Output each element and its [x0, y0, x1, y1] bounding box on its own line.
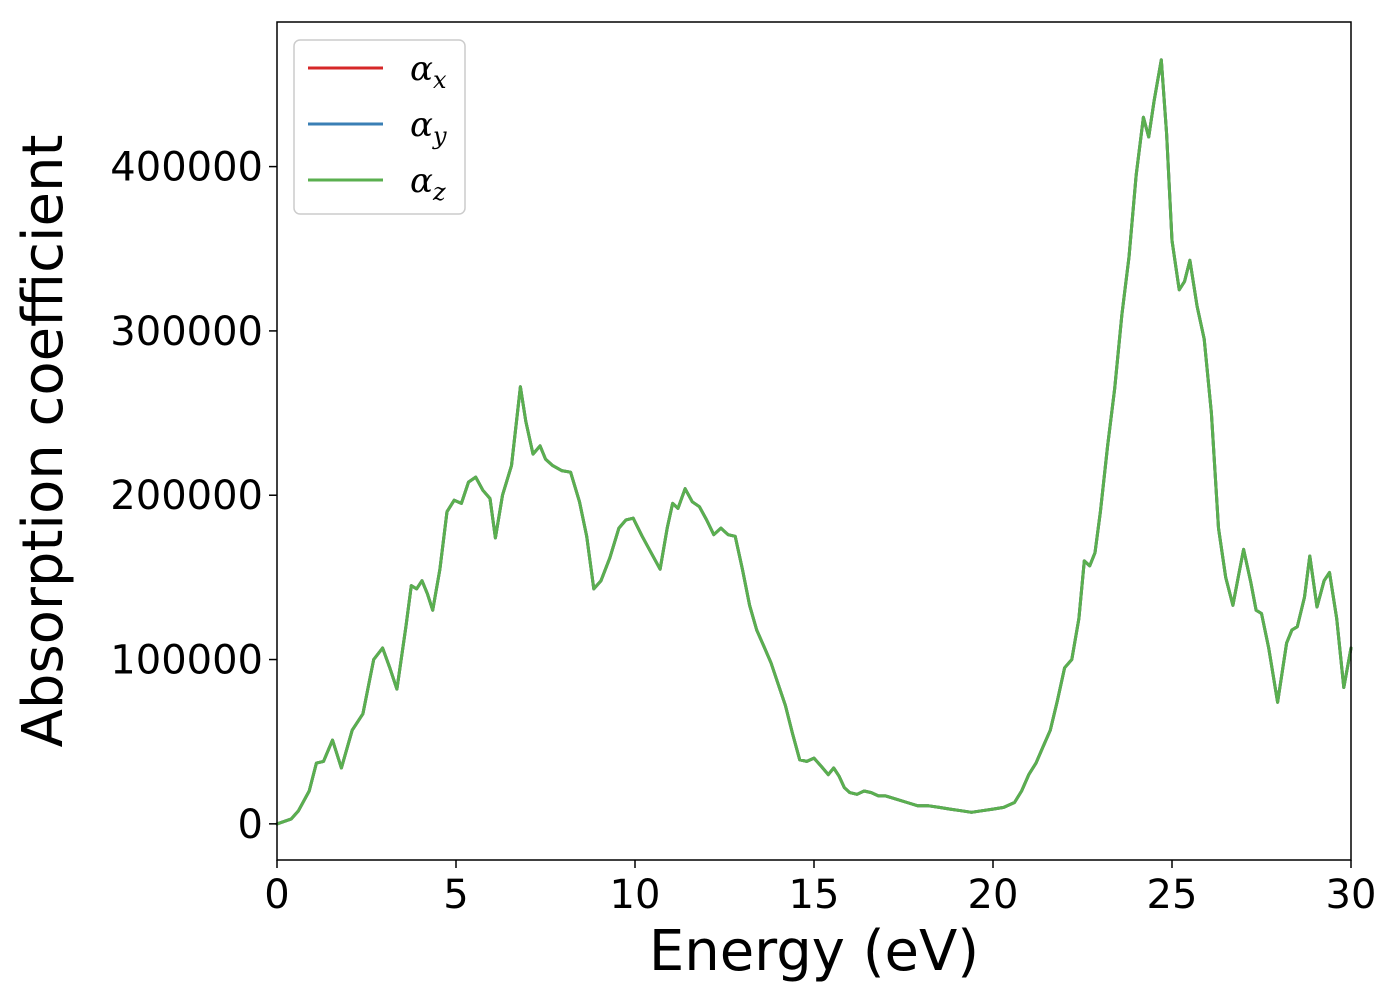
y-axis: 0 100000 200000 300000 400000 [110, 145, 277, 848]
series-line-z [275, 58, 1353, 826]
y-tick-label: 400000 [110, 145, 263, 191]
x-tick-label: 0 [264, 872, 289, 918]
x-axis: 0 5 10 15 20 25 30 [264, 860, 1376, 918]
y-axis-label: Absorption coefficient [11, 135, 76, 748]
x-tick-label: 15 [789, 872, 840, 918]
legend-entry-y: αy [410, 105, 447, 150]
plot-lines [275, 58, 1353, 826]
y-tick-label: 0 [238, 802, 263, 848]
x-tick-label: 5 [443, 872, 468, 918]
legend-entry-z: αz [410, 161, 446, 206]
x-tick-label: 20 [968, 872, 1019, 918]
legend-box [293, 39, 466, 215]
x-tick-label: 10 [610, 872, 661, 918]
y-tick-label: 200000 [110, 473, 263, 519]
y-tick-label: 300000 [110, 309, 263, 355]
x-tick-label: 30 [1326, 872, 1377, 918]
legend-entry-x: αx [410, 49, 447, 94]
x-tick-label: 25 [1147, 872, 1198, 918]
y-tick-label: 100000 [110, 638, 263, 684]
legend: αx αy αz [293, 39, 466, 215]
x-axis-label: Energy (eV) [649, 919, 979, 984]
